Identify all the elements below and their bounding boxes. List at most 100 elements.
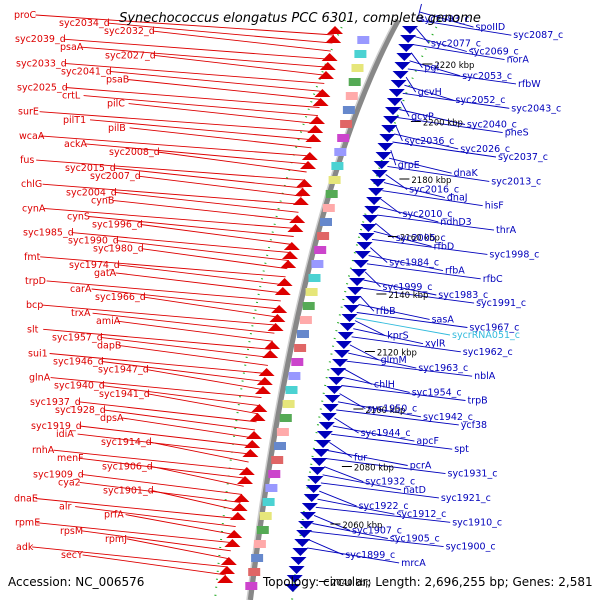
leader-line xyxy=(75,506,236,528)
gene-label-right: syc2093_c xyxy=(420,14,470,25)
gene-label-left: syc2033_d xyxy=(16,58,67,69)
feature-block xyxy=(299,316,312,324)
gene-label-right: syc2005_c xyxy=(396,233,446,244)
gene-label-right: syc1983_c xyxy=(438,290,488,301)
feature-block xyxy=(253,540,266,548)
gene-label-right: syc1962_c xyxy=(463,347,513,358)
reverse-gene-arrow xyxy=(390,80,407,88)
gene-label-right: syc1900_c xyxy=(446,542,496,553)
gene-label-left: syc1947_d xyxy=(98,365,149,376)
kbp-tick-label: 2140 kbp xyxy=(388,291,428,301)
gene-label-left: syc1940_d xyxy=(54,381,105,392)
forward-gene-arrow xyxy=(237,476,253,484)
left-leader-lines xyxy=(32,14,335,576)
leader-line xyxy=(373,230,432,247)
feature-block xyxy=(328,176,341,184)
forward-gene-arrow xyxy=(312,98,329,106)
leader-line xyxy=(42,304,277,326)
reverse-gene-arrow xyxy=(369,179,386,187)
leader-line xyxy=(112,199,297,221)
gene-label-right: natD xyxy=(403,485,426,496)
leader-line xyxy=(409,60,461,77)
gene-label-left: syc2008_d xyxy=(109,147,160,158)
gene-label-left: psaB xyxy=(106,75,129,86)
leader-line xyxy=(82,554,227,576)
reverse-gene-arrow xyxy=(375,152,392,160)
forward-gene-arrow xyxy=(309,116,325,124)
leader-line xyxy=(324,466,364,483)
gene-label-left: syc2034_d xyxy=(59,18,110,29)
forward-gene-arrow xyxy=(262,350,279,358)
leader-line xyxy=(308,539,344,556)
reverse-gene-arrow xyxy=(322,404,339,412)
gene-label-left: bcp xyxy=(26,300,43,311)
leader-line xyxy=(125,514,235,536)
leader-line xyxy=(337,401,422,418)
gene-label-right: rfbB xyxy=(376,306,396,317)
gene-label-left: ackA xyxy=(64,139,88,150)
gene-label-right: norA xyxy=(507,55,530,66)
leader-line xyxy=(100,336,270,358)
leader-line xyxy=(115,272,283,294)
gene-label-right: mrcA xyxy=(401,558,426,569)
forward-gene-arrow xyxy=(292,197,309,205)
leader-line xyxy=(91,288,280,310)
rna-label: sycrRNA051_c xyxy=(452,330,520,341)
leader-line xyxy=(121,417,254,439)
feature-block xyxy=(297,330,309,338)
feature-block xyxy=(357,36,370,44)
gene-label-right: syc1905_c xyxy=(390,534,440,545)
leader-line xyxy=(404,84,454,101)
reverse-gene-arrow xyxy=(315,440,332,448)
gene-label-left: syc2004_d xyxy=(66,187,117,198)
leader-line xyxy=(332,425,415,442)
leader-line xyxy=(327,450,408,466)
topology-info-text: Topology: circular; Length: 2,696,255 bp… xyxy=(262,575,593,589)
gene-label-left: proC xyxy=(14,10,37,21)
gene-label-left: glnA xyxy=(29,373,51,384)
leader-line xyxy=(42,183,301,205)
feature-block xyxy=(268,470,281,478)
leader-line xyxy=(407,68,517,85)
gene-label-left: syc1980_d xyxy=(93,244,144,255)
reverse-gene-arrow xyxy=(367,188,384,196)
reverse-gene-arrow xyxy=(384,107,401,115)
reverse-gene-arrow xyxy=(402,26,418,34)
gene-label-left: fus xyxy=(20,155,34,166)
forward-gene-arrow xyxy=(282,251,298,259)
gene-label-right: glmM xyxy=(381,355,407,366)
feature-block xyxy=(354,50,367,58)
kbp-tick-label: 2200 kbp xyxy=(423,119,463,129)
gene-label-right: sasA xyxy=(432,314,455,325)
leader-line xyxy=(88,216,294,237)
leader-line xyxy=(150,465,244,487)
reverse-gene-arrow xyxy=(356,242,373,250)
leader-line xyxy=(46,280,281,302)
gene-label-right: syc1907_c xyxy=(352,525,402,536)
leader-line xyxy=(127,79,322,100)
gene-label-right: rfbD xyxy=(434,241,455,252)
gene-label-left: syc2025_d xyxy=(17,83,68,94)
reverse-gene-arrow xyxy=(350,269,367,277)
gene-label-right: nblA xyxy=(474,371,496,382)
gene-label-left: syc1937_d xyxy=(30,397,81,408)
forward-gene-arrow xyxy=(220,557,237,565)
forward-gene-arrow xyxy=(276,278,293,286)
genome-backbone-arc xyxy=(247,18,401,600)
gene-label-right: syc2010_c xyxy=(403,209,453,220)
gene-label-right: syc2013_c xyxy=(491,176,541,187)
gene-label-left: secY xyxy=(61,550,83,561)
gene-label-left: syc1957_d xyxy=(52,332,103,343)
kbp-tick-label: 2220 kbp xyxy=(434,61,474,71)
forward-gene-arrow xyxy=(264,341,280,349)
forward-gene-arrow xyxy=(301,152,318,160)
kbp-tick-label: 2080 kbp xyxy=(354,464,394,474)
gene-label-right: gcvP xyxy=(411,111,434,122)
gene-label-right: dnaK xyxy=(454,168,479,179)
forward-gene-arrow xyxy=(307,125,324,133)
reverse-gene-arrow xyxy=(296,530,313,538)
leader-line xyxy=(40,256,286,278)
gene-label-right: thrA xyxy=(496,225,517,236)
forward-gene-arrow xyxy=(256,377,273,385)
